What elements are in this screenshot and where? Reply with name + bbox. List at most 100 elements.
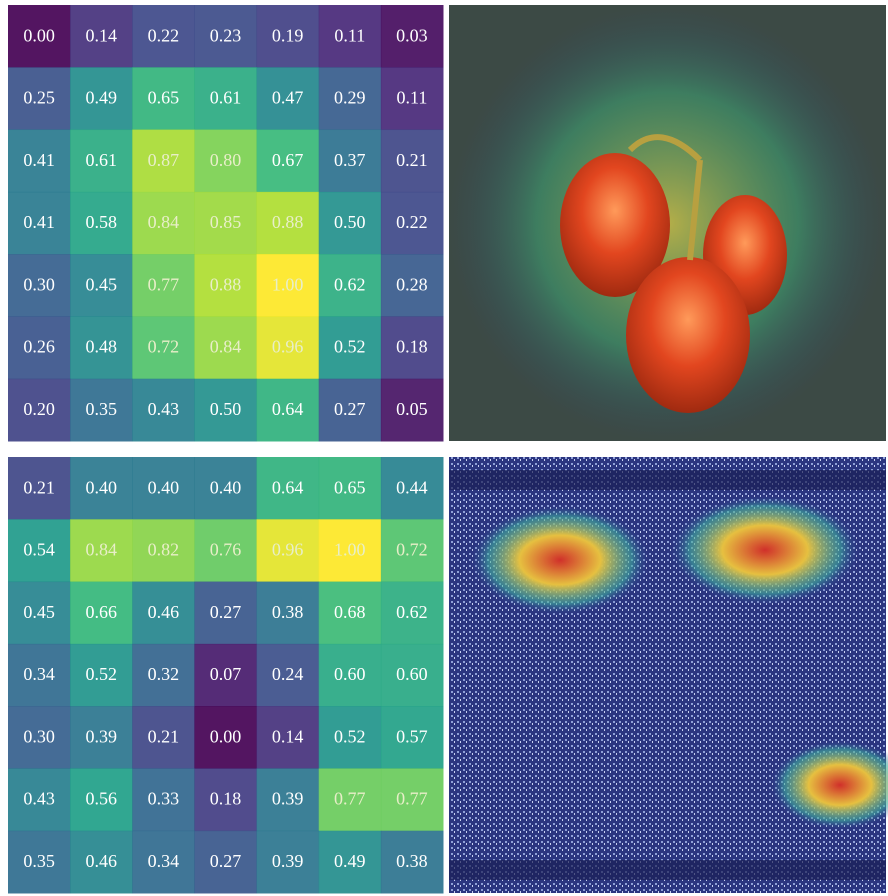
cell-label: 0.05 bbox=[396, 399, 428, 419]
cell-label: 0.77 bbox=[148, 274, 180, 294]
cell-label: 0.34 bbox=[23, 664, 55, 684]
cell-label: 1.00 bbox=[272, 274, 304, 294]
cell-label: 0.34 bbox=[148, 851, 180, 871]
cell-label: 0.56 bbox=[85, 789, 117, 809]
cell-label: 0.49 bbox=[334, 851, 366, 871]
cell-label: 0.39 bbox=[272, 851, 304, 871]
cell-label: 0.00 bbox=[23, 25, 55, 45]
cell-label: 0.35 bbox=[85, 399, 117, 419]
cell-label: 0.18 bbox=[396, 337, 428, 357]
cell-label: 0.24 bbox=[272, 664, 304, 684]
cell-label: 0.46 bbox=[85, 851, 117, 871]
cell-label: 0.46 bbox=[148, 602, 180, 622]
cell-label: 0.64 bbox=[272, 477, 304, 497]
cell-label: 0.52 bbox=[334, 337, 366, 357]
cell-label: 0.65 bbox=[148, 88, 180, 108]
cell-label: 0.52 bbox=[85, 664, 117, 684]
cell-label: 0.47 bbox=[272, 88, 304, 108]
cell-label: 0.65 bbox=[334, 477, 366, 497]
cell-label: 0.11 bbox=[334, 25, 365, 45]
cell-label: 0.03 bbox=[396, 25, 428, 45]
cell-label: 0.60 bbox=[334, 664, 366, 684]
spectrogram-photo bbox=[449, 457, 888, 893]
cell-label: 0.40 bbox=[85, 477, 117, 497]
cell-label: 0.40 bbox=[148, 477, 180, 497]
cell-label: 0.96 bbox=[272, 337, 304, 357]
cell-label: 0.50 bbox=[210, 399, 242, 419]
cell-label: 0.45 bbox=[85, 274, 117, 294]
cell-label: 0.39 bbox=[85, 726, 117, 746]
cell-label: 0.80 bbox=[210, 150, 242, 170]
tomato-photo bbox=[449, 5, 886, 441]
cell-label: 0.14 bbox=[272, 726, 304, 746]
cell-label: 0.27 bbox=[334, 399, 366, 419]
cell-label: 0.37 bbox=[334, 150, 366, 170]
cell-label: 0.54 bbox=[23, 540, 55, 560]
cell-label: 0.30 bbox=[23, 726, 55, 746]
cell-label: 0.38 bbox=[396, 851, 428, 871]
cell-label: 0.82 bbox=[148, 540, 180, 560]
cell-label: 0.26 bbox=[23, 337, 55, 357]
cell-label: 0.41 bbox=[23, 212, 55, 232]
cell-label: 0.68 bbox=[334, 602, 366, 622]
cell-label: 0.61 bbox=[210, 88, 242, 108]
cell-label: 0.43 bbox=[23, 789, 55, 809]
cell-label: 0.23 bbox=[210, 25, 242, 45]
cell-label: 0.57 bbox=[396, 726, 428, 746]
cell-label: 0.22 bbox=[148, 25, 180, 45]
cell-label: 0.29 bbox=[334, 88, 366, 108]
cell-label: 0.35 bbox=[23, 851, 55, 871]
cell-label: 0.52 bbox=[334, 726, 366, 746]
cell-label: 0.84 bbox=[85, 540, 117, 560]
cell-label: 0.88 bbox=[272, 212, 304, 232]
cell-label: 0.62 bbox=[334, 274, 366, 294]
cell-label: 0.21 bbox=[396, 150, 428, 170]
cell-label: 0.77 bbox=[334, 789, 366, 809]
cell-label: 0.84 bbox=[210, 337, 242, 357]
cell-label: 0.07 bbox=[210, 664, 242, 684]
cell-label: 0.72 bbox=[396, 540, 428, 560]
cell-label: 0.14 bbox=[85, 25, 117, 45]
cell-label: 0.41 bbox=[23, 150, 55, 170]
cell-label: 0.61 bbox=[85, 150, 117, 170]
cell-label: 0.96 bbox=[272, 540, 304, 560]
cell-label: 0.45 bbox=[23, 602, 55, 622]
cell-label: 0.50 bbox=[334, 212, 366, 232]
cell-label: 0.00 bbox=[210, 726, 242, 746]
cell-label: 0.44 bbox=[396, 477, 428, 497]
figure: 0.00 0.14 0.22 0.23 0.19 0.11 0.03 0.25 0.49 0.65… bbox=[0, 0, 888, 896]
cell-label: 0.33 bbox=[148, 789, 180, 809]
cell-label: 0.66 bbox=[85, 602, 117, 622]
cell-label: 1.00 bbox=[334, 540, 366, 560]
cell-label: 0.25 bbox=[23, 88, 55, 108]
cell-label: 0.77 bbox=[396, 789, 428, 809]
cell-label: 0.32 bbox=[148, 664, 180, 684]
cell-label: 0.27 bbox=[210, 602, 242, 622]
cell-label: 0.22 bbox=[396, 212, 428, 232]
cell-label: 0.19 bbox=[272, 25, 304, 45]
cell-label: 0.87 bbox=[148, 150, 180, 170]
cell-label: 0.43 bbox=[148, 399, 180, 419]
cell-label: 0.48 bbox=[85, 337, 117, 357]
cell-label: 0.30 bbox=[23, 274, 55, 294]
cell-label: 0.11 bbox=[397, 88, 428, 108]
cell-label: 0.28 bbox=[396, 274, 428, 294]
cell-label: 0.49 bbox=[85, 88, 117, 108]
cell-label: 0.40 bbox=[210, 477, 242, 497]
cell-label: 0.64 bbox=[272, 399, 304, 419]
cell-label: 0.18 bbox=[210, 789, 242, 809]
cell-label: 0.27 bbox=[210, 851, 242, 871]
cell-label: 0.58 bbox=[85, 212, 117, 232]
cell-label: 0.76 bbox=[210, 540, 242, 560]
cell-label: 0.38 bbox=[272, 602, 304, 622]
cell-label: 0.20 bbox=[23, 399, 55, 419]
cell-label: 0.21 bbox=[23, 477, 55, 497]
cell-label: 0.62 bbox=[396, 602, 428, 622]
cell-label: 0.85 bbox=[210, 212, 242, 232]
cell-label: 0.88 bbox=[210, 274, 242, 294]
cell-label: 0.84 bbox=[148, 212, 180, 232]
cell-label: 0.21 bbox=[148, 726, 180, 746]
cell-label: 0.67 bbox=[272, 150, 304, 170]
cell-label: 0.72 bbox=[148, 337, 180, 357]
cell-label: 0.60 bbox=[396, 664, 428, 684]
